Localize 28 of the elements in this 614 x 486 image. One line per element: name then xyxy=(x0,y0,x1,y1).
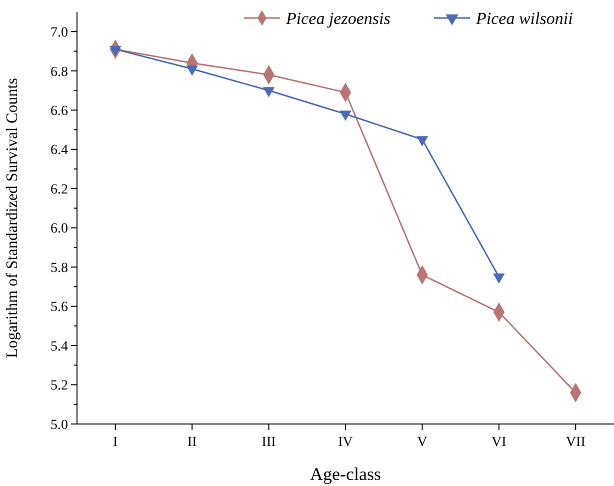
x-tick-label: V xyxy=(417,435,428,450)
x-tick-label: I xyxy=(113,435,118,450)
y-tick-label: 5.6 xyxy=(50,300,68,316)
point xyxy=(109,46,122,56)
point xyxy=(493,273,505,284)
y-tick-label: 5.0 xyxy=(50,418,68,433)
x-tick-label: IV xyxy=(338,435,353,450)
x-axis-title: Age-class xyxy=(310,464,381,484)
point xyxy=(416,136,428,146)
x-tick-label: VII xyxy=(566,435,586,450)
x-tick-label: II xyxy=(187,435,198,450)
x-tick-label: VI xyxy=(492,435,507,450)
y-tick-label: 6.4 xyxy=(50,143,68,158)
x-tick-label: III xyxy=(262,435,276,450)
y-tick-label: 5.4 xyxy=(50,339,68,354)
y-tick-label: 5.8 xyxy=(50,260,68,276)
point xyxy=(340,110,352,121)
legend-label: Picea jezoensis xyxy=(285,8,391,28)
y-axis-title: Logarithm of Standardized Survival Counts xyxy=(4,78,21,358)
y-tick-label: 5.2 xyxy=(50,378,68,394)
point xyxy=(262,87,275,98)
y-tick-label: 6.0 xyxy=(50,222,68,237)
point xyxy=(186,65,198,76)
y-tick-label: 7.0 xyxy=(50,26,68,41)
y-tick-label: 6.8 xyxy=(50,64,68,80)
y-tick-label: 6.2 xyxy=(50,182,68,198)
y-tick-label: 6.6 xyxy=(50,104,68,119)
legend-label: Picea wilsonii xyxy=(475,8,574,28)
